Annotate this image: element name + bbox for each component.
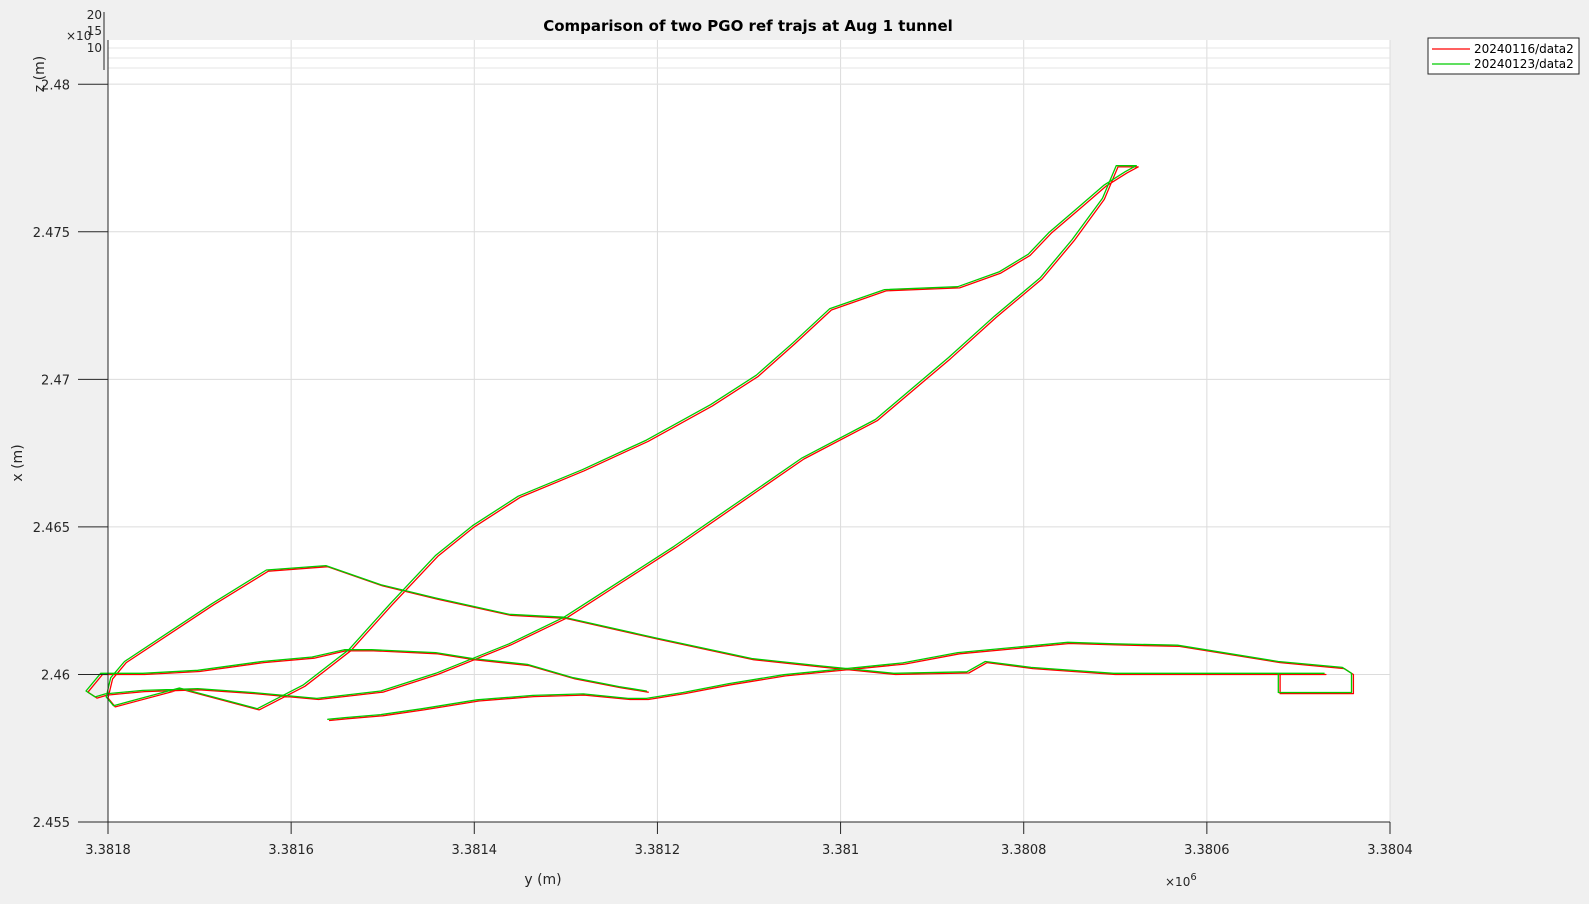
- x-tick-label: 3.381: [822, 843, 859, 858]
- legend: 20240116/data2 20240123/data2: [1427, 37, 1580, 75]
- x-axis-label: y (m): [524, 872, 561, 888]
- x-exponent: ×106: [1165, 872, 1197, 889]
- series-line-2: [85, 165, 1353, 720]
- z-tick-label: 15: [87, 24, 102, 38]
- x-tick-label: 3.3816: [268, 843, 314, 858]
- x-tick-label: 3.3806: [1184, 843, 1230, 858]
- legend-label-series-2: 20240123/data2: [1474, 57, 1574, 71]
- y-tick-label: 2.455: [33, 816, 70, 831]
- x-tick-label: 3.3814: [452, 843, 498, 858]
- z-tick-label: 10: [87, 41, 102, 55]
- y-exponent: ×10: [66, 29, 91, 43]
- series-line-1: [87, 166, 1355, 722]
- y-axis-label: x (m): [10, 444, 26, 481]
- z-axis-label: z (m): [32, 56, 48, 92]
- y-tick-label: 2.46: [41, 668, 70, 683]
- x-tick-label: 3.3818: [85, 843, 131, 858]
- x-tick-label: 3.3808: [1001, 843, 1047, 858]
- y-tick-label: 2.47: [41, 373, 70, 388]
- x-tick-label: 3.3812: [635, 843, 681, 858]
- series-layer: [85, 165, 1355, 722]
- y-tick-label: 2.48: [41, 78, 70, 93]
- y-tick-label: 2.475: [33, 226, 70, 241]
- legend-label-series-1: 20240116/data2: [1474, 42, 1574, 56]
- grid: [107, 40, 1391, 823]
- plot-area: [108, 40, 1390, 822]
- z-tick-label: 20: [87, 8, 102, 22]
- ticks: 3.3818 3.3816 3.3814 3.3812 3.381 3.3808 3.380…: [33, 78, 1413, 858]
- x-tick-label: 3.3804: [1367, 843, 1413, 858]
- x-exponent-power: 6: [1190, 872, 1196, 883]
- y-tick-label: 2.465: [33, 521, 70, 536]
- legend-box: [1427, 37, 1580, 75]
- chart-title: Comparison of two PGO ref trajs at Aug 1…: [543, 17, 953, 35]
